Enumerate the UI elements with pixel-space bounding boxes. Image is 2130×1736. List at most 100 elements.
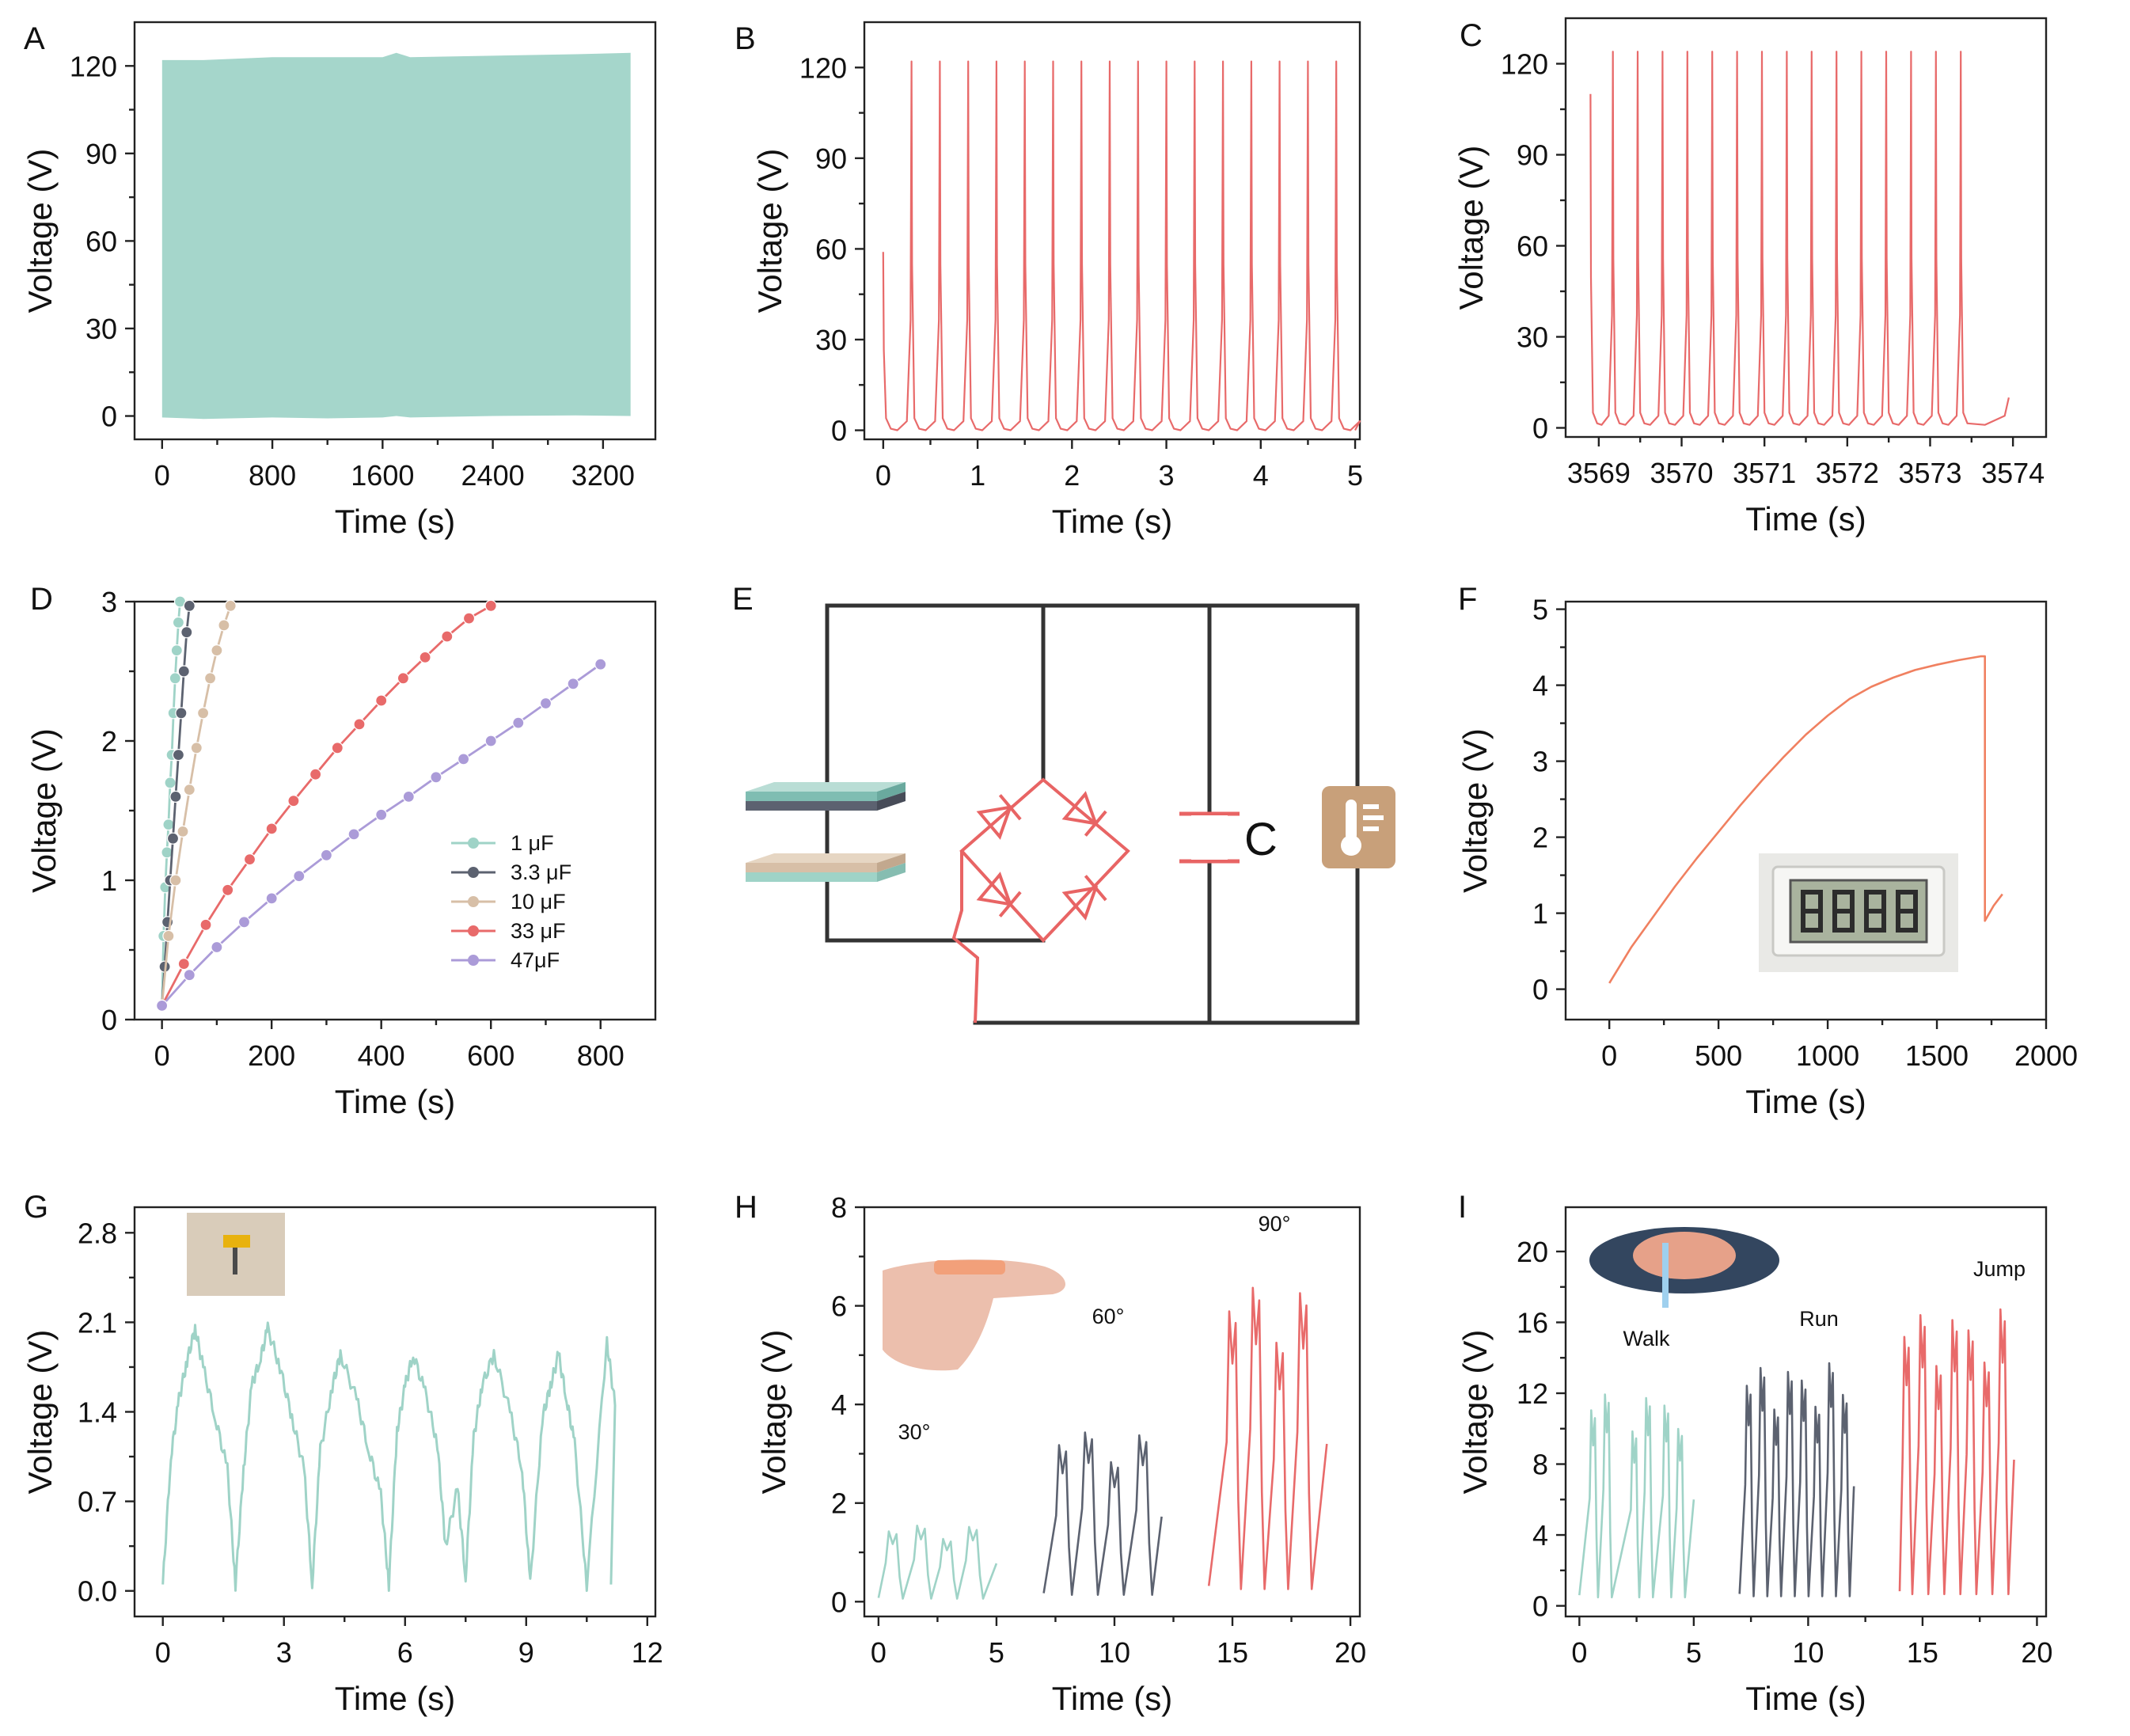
condition-label: Jump	[1973, 1257, 2026, 1281]
y-tick-label: 0	[1532, 412, 1548, 445]
x-tick-label: 12	[632, 1636, 663, 1669]
plot-frame	[133, 21, 657, 441]
y-axis-title: Voltage (V)	[21, 1330, 59, 1495]
x-tick-label: 5	[1686, 1636, 1702, 1669]
y-tick-label: 60	[1517, 230, 1548, 263]
x-tick-label: 800	[577, 1039, 625, 1072]
chart-panel-g: 0 3 6 9 12 0.0 0.7 1.4 2.1 2.8 Time (s) Voltage (V)	[21, 1206, 663, 1717]
voltage-trace	[1608, 655, 2003, 984]
x-tick-label: 6	[397, 1636, 413, 1669]
lcd-display-inset	[1759, 853, 1958, 972]
y-tick-label: 4	[1532, 670, 1548, 702]
x-tick-label: 1000	[1796, 1039, 1859, 1072]
x-tick-label: 1	[970, 459, 985, 492]
charging-curve	[161, 605, 492, 1007]
data-point	[224, 599, 237, 612]
y-tick-label: 0	[101, 401, 117, 433]
legend-swatch-marker	[468, 955, 479, 966]
y-tick-label: 30	[815, 324, 847, 356]
data-point	[170, 644, 183, 657]
data-point	[172, 748, 184, 762]
y-tick-label: 1	[101, 864, 117, 897]
legend-swatch-marker	[468, 838, 479, 849]
y-tick-label: 5	[1532, 594, 1548, 626]
circuit-diagram: C	[746, 603, 1395, 1025]
voltage-trace	[161, 1321, 617, 1592]
data-point	[237, 916, 251, 929]
data-point	[183, 599, 196, 612]
data-point	[177, 825, 189, 838]
x-tick-label: 200	[248, 1039, 295, 1072]
voltage-trace	[882, 60, 1361, 431]
y-axis-title: Voltage (V)	[1452, 146, 1490, 310]
y-tick-label: 60	[815, 233, 847, 265]
data-point	[287, 795, 300, 807]
y-tick-label: 60	[85, 225, 117, 257]
condition-label: 90°	[1259, 1212, 1291, 1236]
legend-label: 33 μF	[511, 919, 566, 943]
voltage-trace-60	[1042, 1431, 1163, 1596]
x-axis-title: Time (s)	[335, 1680, 455, 1717]
finger-photo-inset	[883, 1259, 1066, 1371]
x-tick-label: 800	[249, 459, 296, 492]
y-tick-label: 0	[1532, 1590, 1548, 1623]
y-tick-label: 30	[1517, 321, 1548, 354]
data-point	[183, 969, 196, 982]
data-point	[243, 853, 256, 866]
x-tick-label: 15	[1217, 1636, 1248, 1669]
x-axis-title: Time (s)	[1745, 500, 1866, 538]
x-tick-label: 15	[1907, 1636, 1938, 1669]
y-tick-label: 8	[1532, 1449, 1548, 1481]
data-point	[180, 626, 193, 639]
panel-letter-i: I	[1458, 1190, 1467, 1225]
legend-swatch-marker	[468, 896, 479, 907]
y-tick-label: 3	[101, 586, 117, 618]
x-tick-label: 0	[1571, 1636, 1587, 1669]
data-point	[462, 612, 476, 625]
charging-curve	[161, 601, 181, 1006]
y-tick-label: 120	[1501, 48, 1548, 81]
panel-letter-d: D	[30, 582, 53, 617]
x-tick-label: 10	[1099, 1636, 1130, 1669]
legend-label: 1 μF	[511, 831, 554, 855]
x-tick-label: 20	[2021, 1636, 2052, 1669]
y-tick-label: 0.0	[78, 1575, 117, 1608]
data-point	[190, 742, 203, 754]
panel-letter-f: F	[1458, 582, 1477, 617]
data-point	[512, 716, 525, 729]
y-tick-label: 2	[831, 1487, 847, 1520]
x-tick-label: 20	[1335, 1636, 1366, 1669]
legend-swatch-marker	[468, 867, 479, 878]
y-tick-label: 8	[831, 1191, 847, 1224]
data-point	[441, 630, 454, 643]
y-tick-label: 0	[831, 415, 847, 447]
x-tick-label: 1500	[1905, 1039, 1969, 1072]
data-point	[172, 616, 184, 629]
legend-label: 10 μF	[511, 890, 566, 914]
voltage-envelope-area	[161, 52, 631, 420]
y-axis-title: Voltage (V)	[25, 728, 63, 893]
y-tick-label: 3	[1532, 746, 1548, 778]
data-point	[156, 999, 169, 1012]
voltage-trace-Run	[1738, 1362, 1855, 1597]
y-axis-title: Voltage (V)	[1456, 728, 1494, 893]
chart-panel-a: 0 800 1600 2400 3200 0 30 60 90 120 Time (s) Voltag…	[21, 21, 657, 540]
condition-label: 60°	[1092, 1305, 1125, 1328]
data-point	[177, 957, 190, 971]
panel-letter-g: G	[24, 1190, 48, 1225]
panel-letter-c: C	[1460, 18, 1483, 53]
data-point	[222, 883, 234, 896]
data-point	[162, 929, 175, 943]
x-tick-label: 4	[1253, 459, 1269, 492]
chart-panel-d: 0 200 400 600 800 0 1 2 3 Time (s) Voltage (V) 1 μF…	[25, 586, 657, 1120]
condition-label: Run	[1799, 1307, 1839, 1331]
data-point	[169, 790, 182, 803]
data-point	[211, 644, 223, 657]
y-tick-label: 0	[1532, 974, 1548, 1006]
legend-label: 3.3 μF	[511, 860, 571, 884]
y-axis-title: Voltage (V)	[755, 1330, 792, 1495]
x-tick-label: 0	[875, 459, 891, 492]
y-tick-label: 90	[815, 142, 847, 175]
chart-panel-b: 0 1 2 3 4 5 0 30 60 90 120 Time (s) Voltage (V)	[751, 21, 1363, 540]
data-point	[402, 790, 415, 803]
